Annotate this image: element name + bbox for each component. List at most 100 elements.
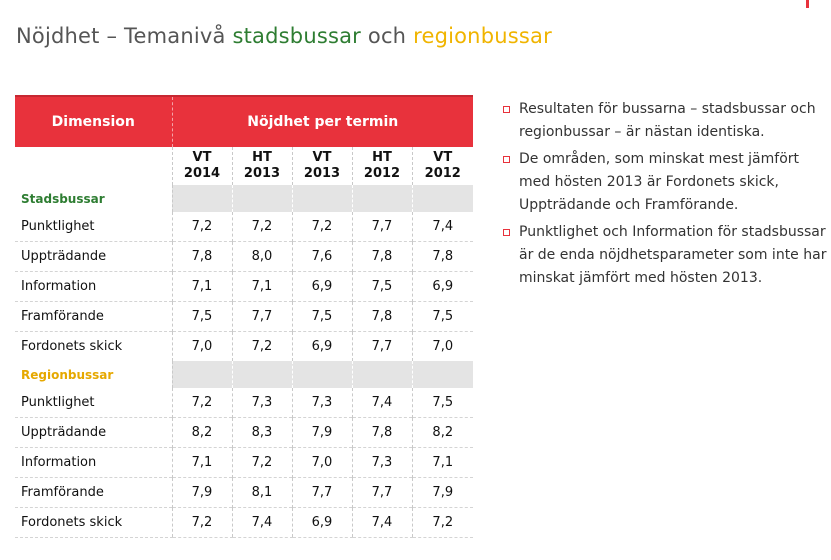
- cell-value: 7,7: [351, 477, 412, 508]
- term-header-row: VT 2014 HT 2013 VT 2013 HT 2012 VT 2012: [15, 147, 474, 185]
- cell-value: 7,8: [351, 301, 412, 332]
- cell-value: 7,1: [171, 447, 232, 478]
- cell-value: 7,2: [231, 331, 292, 361]
- table-row: Punktlighet 7,2 7,3 7,3 7,4 7,5: [15, 388, 474, 418]
- square-bullet-icon: [503, 229, 510, 236]
- table-row: Fordonets skick 7,2 7,4 6,9 7,4 7,2: [15, 507, 474, 538]
- cell-value: 7,9: [411, 477, 474, 508]
- cell-value: 7,4: [411, 212, 474, 242]
- cell-value: 7,7: [351, 331, 412, 361]
- cell-value: 7,2: [171, 388, 232, 418]
- cell-value: 7,7: [351, 212, 412, 242]
- term-header: VT 2014: [171, 147, 232, 185]
- cell-value: 7,7: [231, 301, 292, 332]
- cell-value: 7,7: [291, 477, 352, 508]
- cell-value: 7,8: [351, 417, 412, 448]
- title-och: och: [361, 24, 414, 48]
- cell-value: 8,1: [231, 477, 292, 508]
- title-stadsbussar: stadsbussar: [232, 24, 362, 48]
- title-regionbussar: regionbussar: [413, 24, 552, 48]
- cell-value: 7,5: [411, 301, 474, 332]
- row-label: Information: [15, 271, 172, 302]
- cell-value: 6,9: [411, 271, 474, 302]
- term-header: HT 2013: [231, 147, 292, 185]
- term-header: HT 2012: [351, 147, 412, 185]
- note-item: Resultaten för bussarna – stadsbussar oc…: [503, 98, 829, 144]
- notes-list: Resultaten för bussarna – stadsbussar oc…: [503, 98, 829, 294]
- term-header: VT 2013: [291, 147, 352, 185]
- table-row: Information 7,1 7,2 7,0 7,3 7,1: [15, 447, 474, 478]
- cell-value: 7,3: [291, 388, 352, 418]
- cell-value: 7,3: [231, 388, 292, 418]
- cell-value: 7,1: [411, 447, 474, 478]
- table-row: Framförande 7,5 7,7 7,5 7,8 7,5: [15, 301, 474, 332]
- cell-value: 7,0: [171, 331, 232, 361]
- cell-value: 7,2: [231, 447, 292, 478]
- square-bullet-icon: [503, 106, 510, 113]
- cell-value: 7,2: [231, 212, 292, 242]
- header-dimension: Dimension: [15, 95, 172, 147]
- group-label-stadsbussar: Stadsbussar: [21, 191, 105, 206]
- cell-value: 8,2: [411, 417, 474, 448]
- row-label: Uppträdande: [15, 241, 172, 272]
- row-label: Fordonets skick: [15, 507, 172, 538]
- group-label-regionbussar: Regionbussar: [21, 367, 114, 382]
- header-terms: Nöjdhet per termin: [171, 95, 474, 147]
- cell-value: 7,4: [351, 388, 412, 418]
- cell-value: 7,2: [171, 212, 232, 242]
- term-header-blank: [15, 147, 172, 185]
- cell-value: 8,3: [231, 417, 292, 448]
- title-prefix: Nöjdhet – Temanivå: [16, 24, 233, 48]
- cell-value: 7,3: [351, 447, 412, 478]
- cell-value: 7,0: [291, 447, 352, 478]
- row-label: Punktlighet: [21, 395, 95, 410]
- row-label: Uppträdande: [15, 417, 172, 448]
- table-row: Uppträdande 8,2 8,3 7,9 7,8 8,2: [15, 417, 474, 448]
- cell-value: 7,4: [231, 507, 292, 538]
- row-label: Framförande: [15, 301, 172, 332]
- row-label: Punktlighet: [21, 219, 95, 234]
- note-text: Punktlighet och Information för stadsbus…: [519, 224, 827, 286]
- cell-value: 6,9: [291, 331, 352, 361]
- table-row: Punktlighet 7,2 7,2 7,2 7,7 7,4: [15, 212, 474, 242]
- cell-value: 7,5: [351, 271, 412, 302]
- cell-value: 7,2: [411, 507, 474, 538]
- row-label: Fordonets skick: [15, 331, 172, 361]
- table-row: Fordonets skick 7,0 7,2 6,9 7,7 7,0: [15, 331, 474, 361]
- cell-value: 7,9: [171, 477, 232, 508]
- cell-value: 7,6: [291, 241, 352, 272]
- term-header: VT 2012: [411, 147, 474, 185]
- square-bullet-icon: [503, 156, 510, 163]
- cell-value: 7,4: [351, 507, 412, 538]
- group-row-stadsbussar: Stadsbussar: [15, 185, 474, 212]
- note-text: De områden, som minskat mest jämfört med…: [519, 151, 800, 213]
- cell-value: 6,9: [291, 507, 352, 538]
- cell-value: 7,0: [411, 331, 474, 361]
- cell-value: 7,5: [171, 301, 232, 332]
- row-label: Framförande: [15, 477, 172, 508]
- cell-value: 7,8: [351, 241, 412, 272]
- cell-value: 6,9: [291, 271, 352, 302]
- cell-value: 7,5: [291, 301, 352, 332]
- group-row-regionbussar: Regionbussar: [15, 361, 474, 388]
- table-row: Uppträdande 7,8 8,0 7,6 7,8 7,8: [15, 241, 474, 272]
- cell-value: 7,8: [171, 241, 232, 272]
- cell-value: 7,2: [291, 212, 352, 242]
- page-title: Nöjdhet – Temanivå stadsbussar och regio…: [16, 24, 552, 48]
- note-item: Punktlighet och Information för stadsbus…: [503, 221, 829, 290]
- corner-accent-mark: [806, 0, 809, 8]
- cell-value: 7,1: [171, 271, 232, 302]
- cell-value: 7,2: [171, 507, 232, 538]
- satisfaction-table: Dimension Nöjdhet per termin VT 2014 HT 20…: [15, 95, 474, 538]
- table-row: Information 7,1 7,1 6,9 7,5 6,9: [15, 271, 474, 302]
- cell-value: 7,5: [411, 388, 474, 418]
- cell-value: 8,2: [171, 417, 232, 448]
- note-text: Resultaten för bussarna – stadsbussar oc…: [519, 101, 816, 140]
- note-item: De områden, som minskat mest jämfört med…: [503, 148, 829, 217]
- cell-value: 8,0: [231, 241, 292, 272]
- table-row: Framförande 7,9 8,1 7,7 7,7 7,9: [15, 477, 474, 508]
- row-label: Information: [15, 447, 172, 478]
- cell-value: 7,1: [231, 271, 292, 302]
- table-header-row: Dimension Nöjdhet per termin: [15, 95, 474, 147]
- cell-value: 7,9: [291, 417, 352, 448]
